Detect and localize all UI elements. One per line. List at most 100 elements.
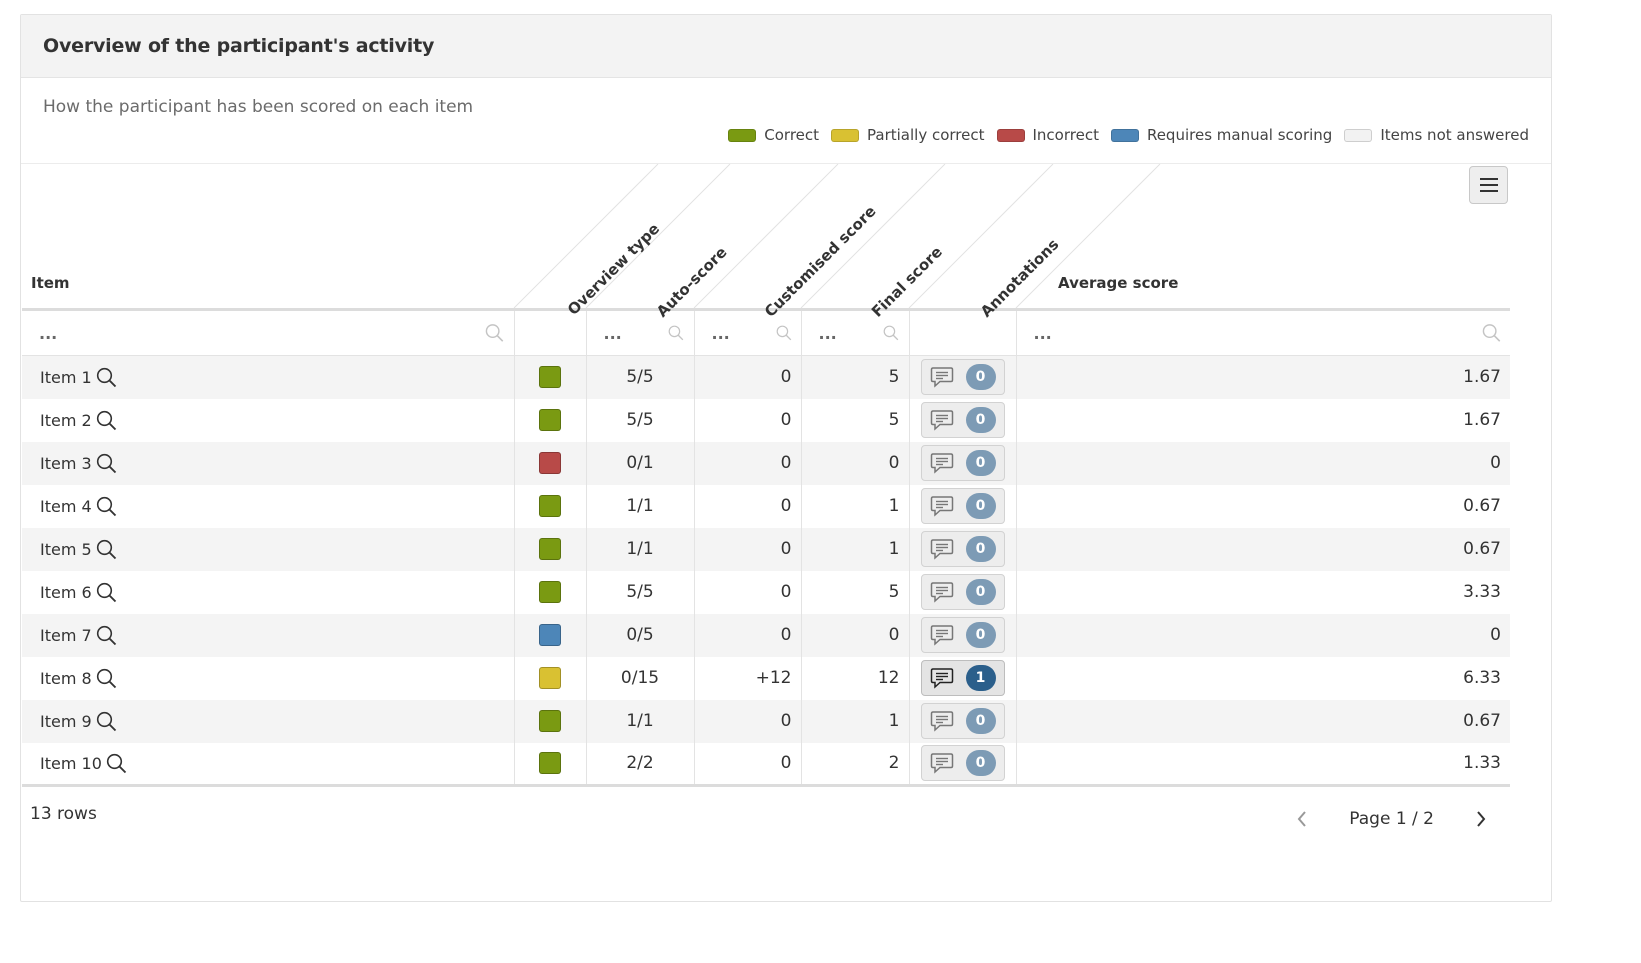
next-page-button[interactable] xyxy=(1466,804,1496,834)
search-icon[interactable] xyxy=(668,323,684,343)
legend-item: Correct xyxy=(728,126,819,144)
search-icon[interactable] xyxy=(96,582,117,603)
table-footer: 13 rows Page 1 / 2 xyxy=(22,800,1510,840)
final-score-cell: 2 xyxy=(800,742,909,786)
table-row[interactable]: Item 5 1/1 0 1 0 0.67 xyxy=(22,527,1510,571)
comment-icon xyxy=(930,582,953,603)
rows-count: 13 rows xyxy=(30,804,97,824)
annotations-button[interactable]: 1 xyxy=(920,660,1005,696)
table-row[interactable]: Item 10 2/2 0 2 0 1.33 xyxy=(22,742,1510,786)
table-row[interactable]: Item 7 0/5 0 0 0 0 xyxy=(22,613,1510,657)
table-header: Item Overview type Auto-score Customised… xyxy=(22,164,1510,321)
comment-icon xyxy=(930,625,953,646)
table-row[interactable]: Item 1 5/5 0 5 0 1.67 xyxy=(22,355,1510,399)
item-preview-button[interactable] xyxy=(96,668,117,689)
filter-cell-annotations xyxy=(908,309,1016,356)
annotations-button[interactable]: 0 xyxy=(920,359,1005,396)
average-score-cell: 3.33 xyxy=(1015,570,1510,614)
search-icon[interactable] xyxy=(96,539,117,560)
legend-swatch xyxy=(1344,128,1373,142)
annotations-button[interactable]: 0 xyxy=(920,402,1005,438)
comment-icon xyxy=(930,367,953,388)
search-icon[interactable] xyxy=(883,323,899,343)
table-row[interactable]: Item 9 1/1 0 1 0 0.67 xyxy=(22,699,1510,743)
average-score-filter-input[interactable] xyxy=(1025,323,1482,343)
average-score-cell: 0 xyxy=(1015,613,1510,657)
previous-page-button[interactable] xyxy=(1287,804,1317,834)
average-score-cell: 0.67 xyxy=(1015,484,1510,528)
table-row[interactable]: Item 2 5/5 0 5 0 1.67 xyxy=(22,398,1510,442)
item-cell: Item 10 xyxy=(22,742,514,786)
overview-type-swatch xyxy=(538,366,561,389)
overview-type-swatch xyxy=(538,624,561,646)
legend-swatch xyxy=(831,128,860,142)
item-filter-input[interactable] xyxy=(31,323,486,343)
column-header-item[interactable]: Item xyxy=(31,274,70,292)
search-icon[interactable] xyxy=(96,668,117,689)
item-cell: Item 4 xyxy=(22,484,514,528)
table-row[interactable]: Item 6 5/5 0 5 0 3.33 xyxy=(22,570,1510,614)
legend-label: Partially correct xyxy=(867,126,985,144)
customised-score-filter-input[interactable] xyxy=(703,323,776,343)
annotations-count-badge: 0 xyxy=(965,450,996,476)
table-row[interactable]: Item 4 1/1 0 1 0 0.67 xyxy=(22,484,1510,528)
search-icon[interactable] xyxy=(96,410,117,431)
customised-score-cell: 0 xyxy=(693,613,801,657)
annotations-button[interactable]: 0 xyxy=(920,488,1005,524)
table-row[interactable]: Item 3 0/1 0 0 0 0 xyxy=(22,441,1510,485)
page-indicator: Page 1 / 2 xyxy=(1349,809,1434,829)
annotations-button[interactable]: 0 xyxy=(920,745,1005,782)
final-score-cell: 1 xyxy=(800,527,909,571)
auto-score-filter-input[interactable] xyxy=(595,323,669,343)
item-preview-button[interactable] xyxy=(96,625,117,646)
average-score-cell: 6.33 xyxy=(1015,656,1510,700)
search-icon[interactable] xyxy=(96,367,117,388)
item-label: Item 6 xyxy=(40,582,92,602)
search-icon[interactable] xyxy=(96,453,117,474)
customised-score-cell: 0 xyxy=(693,527,801,571)
auto-score-cell: 0/15 xyxy=(585,656,694,700)
overview-type-cell xyxy=(513,742,586,786)
legend-label: Correct xyxy=(764,126,820,144)
comment-icon xyxy=(930,410,953,431)
search-icon[interactable] xyxy=(96,711,117,732)
annotations-button[interactable]: 0 xyxy=(920,703,1005,739)
legend-label: Incorrect xyxy=(1032,126,1099,144)
item-preview-button[interactable] xyxy=(96,453,117,474)
item-label: Item 8 xyxy=(40,668,92,688)
overview-type-swatch xyxy=(538,581,561,603)
search-icon[interactable] xyxy=(96,625,117,646)
customised-score-cell: 0 xyxy=(693,570,801,614)
search-icon[interactable] xyxy=(106,753,127,774)
search-icon[interactable] xyxy=(485,323,504,343)
item-preview-button[interactable] xyxy=(96,582,117,603)
legend-swatch xyxy=(728,128,757,142)
table-row[interactable]: Item 8 0/15 +12 12 1 6.33 xyxy=(22,656,1510,700)
auto-score-cell: 5/5 xyxy=(585,570,694,614)
filter-cell-item xyxy=(22,309,514,356)
item-preview-button[interactable] xyxy=(96,539,117,560)
item-preview-button[interactable] xyxy=(96,711,117,732)
search-icon[interactable] xyxy=(1482,323,1501,343)
customised-score-cell: 0 xyxy=(693,484,801,528)
search-icon[interactable] xyxy=(776,323,792,343)
annotations-button[interactable]: 0 xyxy=(920,445,1005,481)
item-preview-button[interactable] xyxy=(106,753,127,774)
column-header-average-score[interactable]: Average score xyxy=(1058,274,1179,292)
item-label: Item 10 xyxy=(40,753,102,773)
final-score-filter-input[interactable] xyxy=(810,323,884,343)
table-menu-button[interactable] xyxy=(1469,166,1508,204)
annotations-count-badge: 0 xyxy=(965,536,996,562)
auto-score-cell: 0/1 xyxy=(585,441,694,485)
overview-type-cell xyxy=(513,699,586,743)
annotations-button[interactable]: 0 xyxy=(920,617,1005,653)
comment-icon xyxy=(930,753,953,774)
annotations-button[interactable]: 0 xyxy=(920,574,1005,610)
annotations-button[interactable]: 0 xyxy=(920,531,1005,567)
item-preview-button[interactable] xyxy=(96,367,117,388)
item-preview-button[interactable] xyxy=(96,496,117,517)
item-preview-button[interactable] xyxy=(96,410,117,431)
search-icon[interactable] xyxy=(96,496,117,517)
final-score-cell: 1 xyxy=(800,699,909,743)
